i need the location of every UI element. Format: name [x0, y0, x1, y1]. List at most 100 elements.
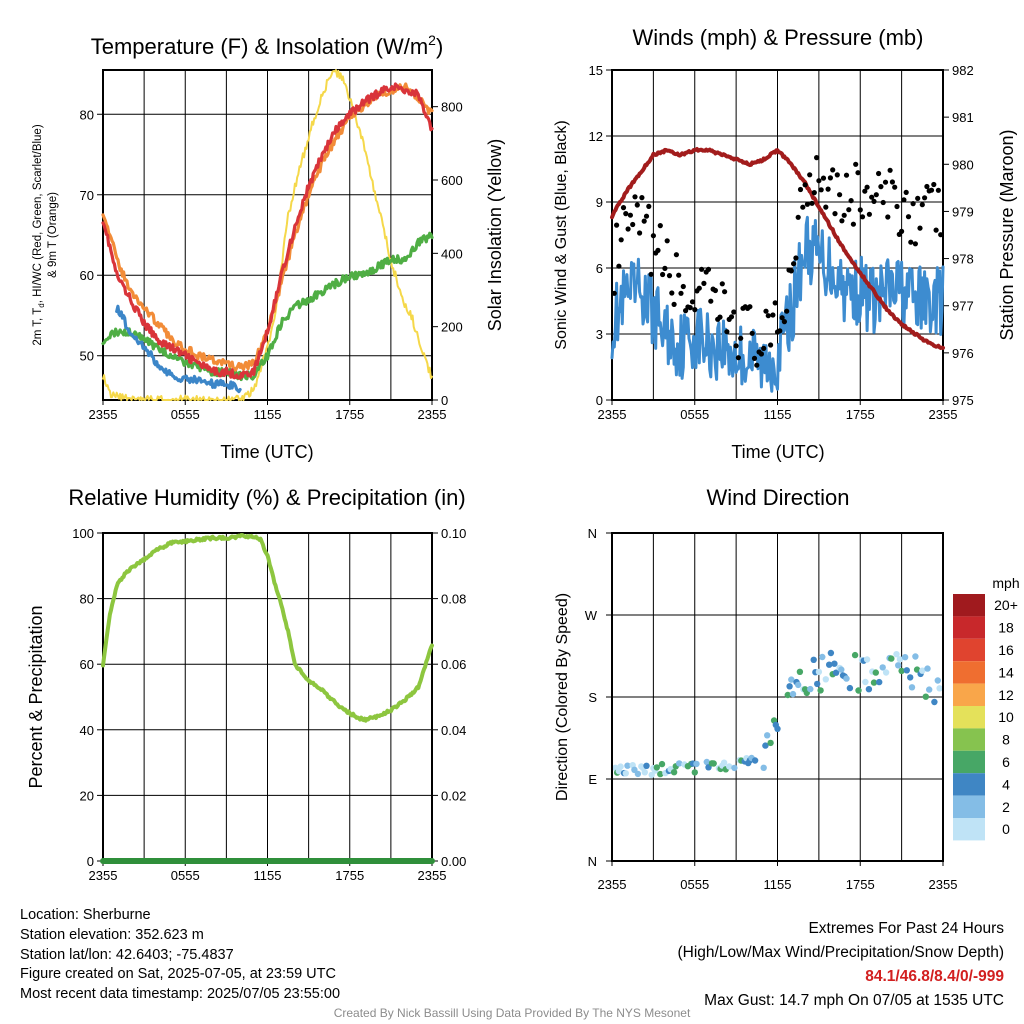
gust-point [701, 280, 707, 286]
gust-point [616, 263, 622, 269]
direction-point [898, 667, 905, 675]
direction-point [855, 687, 862, 694]
x-tick-label: 0555 [171, 868, 200, 883]
x-tick-label: 0555 [680, 407, 709, 422]
gust-point [837, 192, 843, 198]
legend-swatch [953, 773, 985, 796]
legend-label: 12 [998, 687, 1014, 703]
x-tick-label: 2355 [598, 877, 627, 892]
gust-point [905, 214, 912, 220]
y-tick-label: 60 [80, 657, 94, 672]
direction-point [832, 669, 840, 676]
extremes-values: 84.1/46.8/8.4/0/-999 [865, 968, 1004, 985]
gust-point [738, 335, 744, 341]
direction-point [720, 759, 728, 766]
created-text: Figure created on Sat, 2025-07-05, at 23… [20, 966, 336, 983]
direction-point [924, 665, 931, 672]
gust-point [846, 207, 852, 213]
y-axis-label-4: Direction (Colored By Speed) [554, 593, 571, 801]
gust-point [903, 189, 909, 195]
direction-point [784, 691, 791, 699]
y-tick-label: 6 [596, 261, 603, 276]
gust-point [825, 186, 831, 192]
gust-point [630, 221, 636, 228]
y2-tick-label: 977 [952, 299, 974, 314]
gust-point [751, 355, 758, 361]
gust-point [662, 265, 668, 271]
gust-point [719, 281, 725, 287]
direction-point [870, 679, 878, 686]
gust-point [770, 312, 776, 318]
gust-point [671, 301, 677, 307]
y-tick-label: 60 [80, 268, 94, 283]
legend-label: 10 [998, 709, 1014, 725]
direction-point [807, 685, 814, 693]
extremes-title: Extremes For Past 24 Hours [808, 920, 1004, 937]
extremes-labels: (High/Low/Max Wind/Precipitation/Snow De… [677, 944, 1005, 961]
ylabel-subscript: d [37, 303, 46, 307]
gust-point [666, 273, 673, 279]
y2-tick-label: 976 [952, 346, 974, 361]
latlon-text: Station lat/lon: 42.6403; -75.4837 [20, 946, 234, 963]
gust-point [777, 328, 783, 334]
gust-point [910, 201, 916, 207]
direction-point [843, 675, 850, 682]
y-tick-label: 9 [596, 195, 603, 210]
gust-point [889, 179, 896, 185]
speed-legend: mph 20+ 18 16 14 12 10 8 6 4 2 0 [953, 575, 1020, 841]
gust-point [754, 362, 760, 368]
gust-point [669, 290, 675, 296]
direction-point [643, 762, 650, 769]
gust-point [678, 290, 684, 296]
gust-point [876, 170, 882, 177]
direction-point [617, 763, 624, 770]
gust-point [919, 202, 925, 208]
gust-point [853, 161, 859, 167]
y2-tick-label: 0.08 [441, 592, 466, 607]
y-tick-label: 15 [589, 63, 603, 78]
series-line [101, 231, 434, 382]
y2-axis-label-1: Solar Insolation (Yellow) [485, 139, 505, 331]
direction-point [788, 676, 795, 683]
gust-point [648, 271, 654, 277]
gust-point [692, 307, 698, 313]
gust-point [912, 241, 919, 247]
direction-point [624, 762, 631, 769]
gust-point [887, 167, 893, 173]
gust-point [620, 205, 627, 211]
legend-title: mph [992, 575, 1019, 591]
gust-point [935, 187, 942, 193]
chart-title-2: Winds (mph) & Pressure (mb) [633, 25, 924, 50]
station-info: Location: Sherburne Station elevation: 3… [20, 906, 340, 1005]
gust-point [731, 309, 737, 315]
gust-point [818, 187, 824, 193]
title-end: ) [436, 34, 443, 59]
y2-tick-label: 200 [441, 320, 463, 335]
x-tick-label: 2355 [598, 407, 627, 422]
direction-point [908, 684, 916, 691]
gust-point [866, 211, 873, 217]
gust-point [802, 182, 808, 188]
direction-point [903, 667, 910, 674]
gust-point [848, 198, 854, 204]
gust-point [781, 319, 788, 325]
extremes-info: Extremes For Past 24 Hours (High/Low/Max… [678, 917, 1005, 1013]
legend-label: 4 [1002, 776, 1010, 792]
direction-point [774, 725, 781, 732]
gust-point [724, 329, 730, 335]
gust-point [928, 187, 935, 193]
gust-point [841, 212, 847, 218]
direction-point [676, 760, 683, 767]
y2-tick-label: 0.06 [441, 657, 466, 672]
direction-point [827, 649, 835, 657]
direction-point [710, 760, 717, 767]
x-tick-label: 1755 [335, 407, 364, 422]
direction-point [762, 742, 769, 749]
gust-point [811, 190, 817, 196]
direction-point [936, 685, 943, 692]
direction-point [786, 683, 793, 690]
gust-point [627, 212, 634, 218]
direction-point [831, 660, 838, 667]
y-tick-label: 70 [80, 188, 94, 203]
